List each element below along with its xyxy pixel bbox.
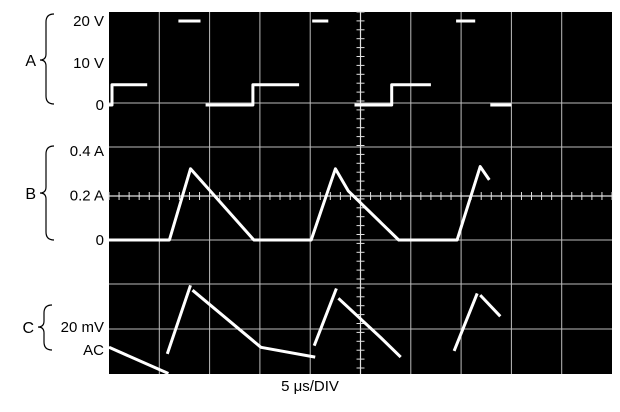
trace-A <box>109 83 148 107</box>
x-axis-caption: 5 μs/DIV <box>281 378 339 395</box>
channel-letter-C: C <box>22 320 34 337</box>
trace-C <box>452 292 479 352</box>
tick-label: 20 V <box>73 13 104 30</box>
channel-letter-A: A <box>25 53 36 70</box>
brace-A <box>39 13 55 105</box>
channel-letter-B: B <box>25 186 36 203</box>
trace-C <box>479 294 502 318</box>
trace-C <box>312 287 338 347</box>
tick-label: 10 V <box>73 55 104 72</box>
trace-C <box>337 297 402 359</box>
trace-C <box>108 345 170 375</box>
trace-A <box>354 83 431 107</box>
trace-A <box>205 83 300 107</box>
brace-C <box>37 304 53 351</box>
channel-labels: 20 V 10 V 0 A 0.4 A 0.2 A 0 B 20 mV AC C <box>22 13 104 359</box>
tick-label: 0.2 A <box>70 188 104 205</box>
tick-label: AC <box>83 342 104 359</box>
scope-grid <box>108 11 613 374</box>
tick-label: 0 <box>96 97 104 114</box>
tick-label: 20 mV <box>61 319 104 336</box>
trace-C <box>165 284 192 355</box>
scope-traces <box>108 19 512 375</box>
tick-label: 0 <box>96 232 104 249</box>
tick-label: 0.4 A <box>70 143 104 160</box>
trace-C <box>191 289 316 359</box>
trace-B <box>109 165 491 242</box>
brace-B <box>39 145 55 241</box>
